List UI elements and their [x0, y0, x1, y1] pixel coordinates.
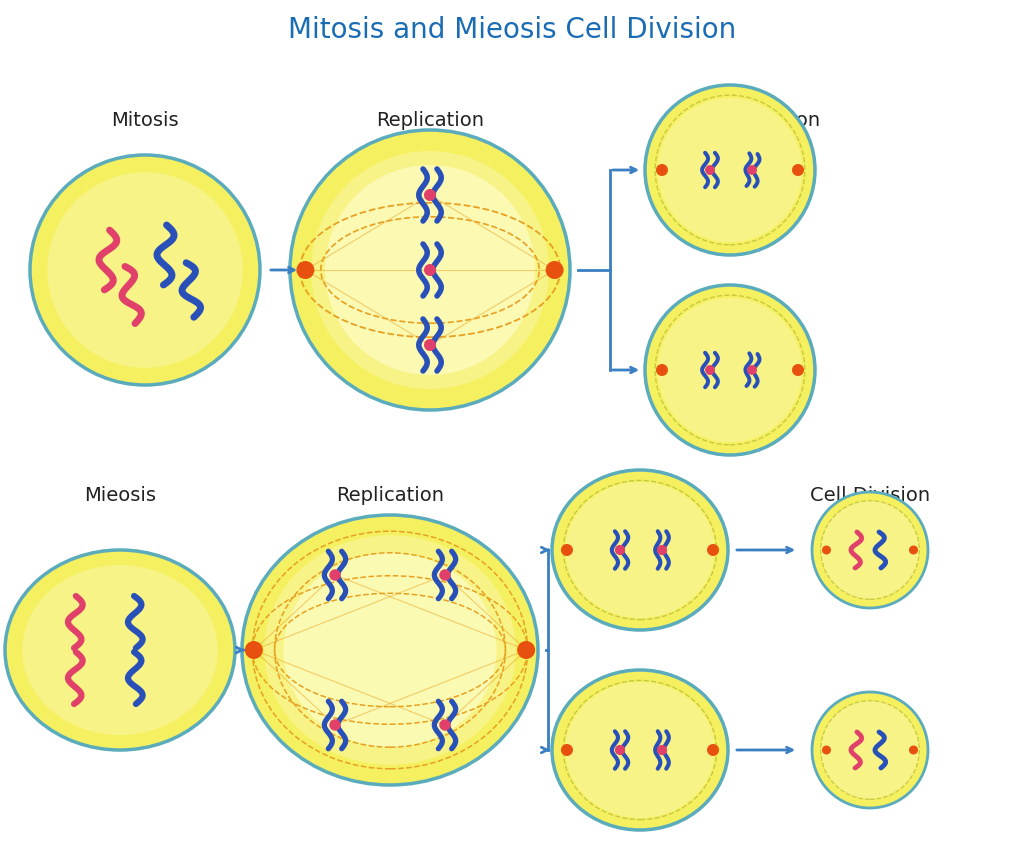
- Circle shape: [615, 544, 625, 555]
- Ellipse shape: [565, 482, 715, 618]
- Circle shape: [244, 641, 263, 659]
- Circle shape: [439, 570, 451, 581]
- Circle shape: [792, 364, 804, 376]
- Ellipse shape: [565, 682, 715, 818]
- Ellipse shape: [242, 515, 538, 785]
- Text: Cell Division: Cell Division: [580, 486, 700, 505]
- Circle shape: [424, 339, 436, 351]
- Circle shape: [820, 701, 920, 799]
- Circle shape: [909, 746, 918, 754]
- Text: Cell Division: Cell Division: [810, 486, 930, 505]
- Circle shape: [657, 745, 667, 755]
- Circle shape: [439, 720, 451, 731]
- Circle shape: [325, 165, 535, 375]
- Circle shape: [644, 85, 815, 255]
- Ellipse shape: [552, 670, 728, 830]
- Circle shape: [561, 744, 573, 756]
- Circle shape: [657, 544, 667, 555]
- Circle shape: [822, 746, 831, 754]
- Ellipse shape: [5, 550, 235, 750]
- Circle shape: [329, 720, 341, 731]
- Circle shape: [656, 364, 668, 376]
- Circle shape: [707, 544, 719, 556]
- Circle shape: [561, 544, 573, 556]
- Circle shape: [822, 545, 831, 555]
- Circle shape: [47, 173, 242, 368]
- Circle shape: [812, 692, 928, 808]
- Text: Mitosis and Mieosis Cell Division: Mitosis and Mieosis Cell Division: [287, 16, 737, 44]
- Circle shape: [297, 261, 314, 279]
- Ellipse shape: [23, 565, 218, 735]
- Circle shape: [656, 164, 668, 176]
- Circle shape: [329, 570, 341, 581]
- Circle shape: [615, 745, 625, 755]
- Circle shape: [658, 98, 802, 242]
- Circle shape: [909, 545, 918, 555]
- Circle shape: [424, 189, 436, 201]
- Circle shape: [311, 151, 549, 389]
- Circle shape: [518, 641, 535, 659]
- Ellipse shape: [552, 470, 728, 630]
- Circle shape: [812, 492, 928, 608]
- Text: Replication: Replication: [336, 486, 444, 505]
- Circle shape: [747, 365, 757, 375]
- Circle shape: [290, 130, 570, 410]
- Ellipse shape: [283, 553, 496, 747]
- Text: Cell Division: Cell Division: [700, 110, 820, 129]
- Circle shape: [792, 164, 804, 176]
- Circle shape: [707, 744, 719, 756]
- Circle shape: [644, 285, 815, 455]
- Circle shape: [658, 297, 802, 442]
- Circle shape: [30, 155, 260, 385]
- Circle shape: [747, 165, 757, 175]
- Circle shape: [424, 264, 436, 276]
- Circle shape: [705, 165, 715, 175]
- Text: Mitosis: Mitosis: [112, 110, 179, 129]
- Text: Replication: Replication: [376, 110, 484, 129]
- Ellipse shape: [264, 535, 516, 765]
- Circle shape: [820, 501, 920, 599]
- Circle shape: [705, 365, 715, 375]
- Circle shape: [545, 261, 564, 279]
- Text: Mieosis: Mieosis: [84, 486, 155, 505]
